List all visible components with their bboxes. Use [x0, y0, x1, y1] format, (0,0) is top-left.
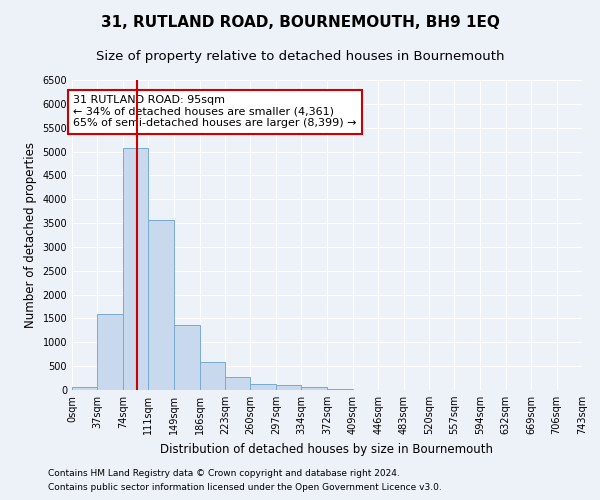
- Y-axis label: Number of detached properties: Number of detached properties: [24, 142, 37, 328]
- Text: Size of property relative to detached houses in Bournemouth: Size of property relative to detached ho…: [96, 50, 504, 63]
- Bar: [123, 148, 148, 390]
- Bar: [148, 220, 174, 390]
- Bar: [225, 376, 250, 390]
- Text: 31 RUTLAND ROAD: 95sqm
← 34% of detached houses are smaller (4,361)
65% of semi-: 31 RUTLAND ROAD: 95sqm ← 34% of detached…: [73, 96, 357, 128]
- Bar: [301, 386, 328, 390]
- Text: Contains HM Land Registry data © Crown copyright and database right 2024.: Contains HM Land Registry data © Crown c…: [48, 468, 400, 477]
- Bar: [174, 324, 200, 390]
- Bar: [200, 362, 225, 390]
- Bar: [328, 388, 353, 390]
- Text: 31, RUTLAND ROAD, BOURNEMOUTH, BH9 1EQ: 31, RUTLAND ROAD, BOURNEMOUTH, BH9 1EQ: [101, 15, 499, 30]
- X-axis label: Distribution of detached houses by size in Bournemouth: Distribution of detached houses by size …: [161, 442, 493, 456]
- Bar: [97, 314, 123, 390]
- Text: Contains public sector information licensed under the Open Government Licence v3: Contains public sector information licen…: [48, 484, 442, 492]
- Bar: [72, 387, 97, 390]
- Bar: [276, 385, 301, 390]
- Bar: [250, 384, 276, 390]
